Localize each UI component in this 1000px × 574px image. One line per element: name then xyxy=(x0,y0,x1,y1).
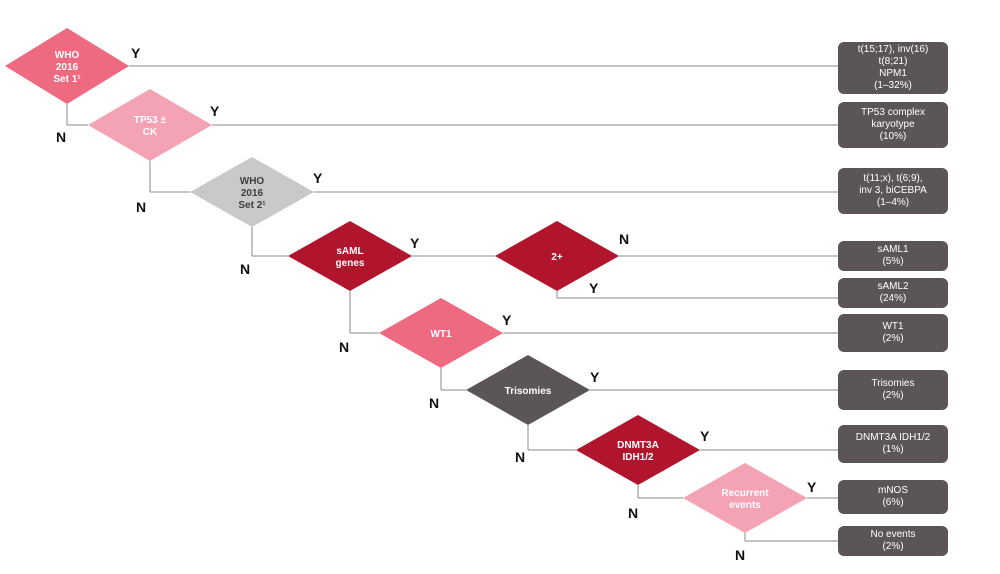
decision-diamond xyxy=(5,28,129,104)
decision-diamond xyxy=(495,221,619,291)
outcome-tp53: TP53 complex karyotype (10%) xyxy=(838,102,948,148)
outcome-line: t(15;17), inv(16) xyxy=(857,44,929,55)
decision-label: IDH1/2 xyxy=(622,452,654,463)
decision-label: Recurrent xyxy=(721,488,769,499)
decision-label: genes xyxy=(336,258,365,269)
decision-wt1: WT1 xyxy=(379,298,503,368)
decision-label: 2016 xyxy=(56,62,79,73)
decision-label: Set 2¹ xyxy=(238,200,266,211)
yes-label: Y xyxy=(590,369,600,385)
yes-label: Y xyxy=(700,428,710,444)
decision-label: WHO xyxy=(55,50,80,61)
decision-label: Set 1¹ xyxy=(53,74,81,85)
branch-labels: Y N Y N Y N Y N Y N Y N Y N Y N Y N xyxy=(56,45,817,563)
outcome-favorable: t(15;17), inv(16) t(8;21) NPM1 (1–32%) xyxy=(838,42,948,94)
outcome-line: (5%) xyxy=(882,256,904,267)
outcome-line: TP53 complex xyxy=(861,107,925,118)
outcome-line: (1–4%) xyxy=(876,197,910,208)
yes-label: Y xyxy=(502,312,512,328)
decision-label: 2+ xyxy=(551,252,563,263)
decision-label: 2016 xyxy=(241,188,264,199)
yes-label: Y xyxy=(210,103,220,119)
decision-label: WHO xyxy=(240,176,265,187)
yes-label: Y xyxy=(131,45,141,61)
outcome-dnmt3a: DNMT3A IDH1/2 (1%) xyxy=(838,425,948,463)
no-label: N xyxy=(136,199,146,215)
outcome-saml2: sAML2 (24%) xyxy=(838,278,948,308)
no-label: N xyxy=(339,339,349,355)
yes-label: Y xyxy=(807,479,817,495)
outcome-line: mNOS xyxy=(878,485,908,496)
no-label: N xyxy=(515,449,525,465)
outcome-line: No events xyxy=(870,529,916,540)
yes-label: Y xyxy=(313,170,323,186)
outcome-line: NPM1 xyxy=(879,68,907,79)
decision-label: events xyxy=(729,500,761,511)
outcome-line: sAML2 xyxy=(877,281,909,292)
decision-tp53-ck: TP53 ±CK xyxy=(88,89,212,161)
outcome-line: sAML1 xyxy=(877,244,909,255)
decision-label: TP53 ± xyxy=(134,115,167,126)
no-label: N xyxy=(240,261,250,277)
no-label: N xyxy=(56,129,66,145)
decision-label: DNMT3A xyxy=(617,440,659,451)
outcome-who-set2: t(11;x), t(6;9), inv 3, biCEBPA (1–4%) xyxy=(838,168,948,214)
outcome-line: WT1 xyxy=(882,321,904,332)
outcome-line: (24%) xyxy=(879,293,907,304)
decision-label: CK xyxy=(143,127,158,138)
outcome-line: Trisomies xyxy=(871,378,915,389)
outcome-mnos: mNOS (6%) xyxy=(838,480,948,514)
outcome-line: (1–32%) xyxy=(874,80,912,91)
outcome-wt1: WT1 (2%) xyxy=(838,314,948,352)
outcome-line: t(11;x), t(6;9), xyxy=(863,173,923,184)
decision-diamond xyxy=(576,415,700,485)
outcome-no-events: No events (2%) xyxy=(838,526,948,556)
outcome-saml1: sAML1 (5%) xyxy=(838,241,948,271)
outcome-line: t(8;21) xyxy=(878,56,908,67)
outcome-line: (10%) xyxy=(879,131,907,142)
no-label: N xyxy=(619,231,629,247)
outcome-line: karyotype xyxy=(871,119,915,130)
no-label: N xyxy=(628,505,638,521)
outcome-line: (2%) xyxy=(882,541,904,552)
outcome-trisomies: Trisomies (2%) xyxy=(838,370,948,410)
outcome-line: (2%) xyxy=(882,390,904,401)
decision-label: WT1 xyxy=(430,329,452,340)
outcome-line: (2%) xyxy=(882,333,904,344)
decision-diamond xyxy=(379,298,503,368)
outcome-line: inv 3, biCEBPA xyxy=(859,185,927,196)
decision-label: sAML xyxy=(336,246,363,257)
decision-diamond xyxy=(288,221,412,291)
decision-two-plus: 2+ xyxy=(495,221,619,291)
decision-trisomies: Trisomies xyxy=(466,355,590,425)
yes-label: Y xyxy=(589,280,599,296)
decision-diamond xyxy=(190,157,314,227)
connector-lines xyxy=(66,65,838,542)
outcome-line: (6%) xyxy=(882,497,904,508)
decision-diamond xyxy=(683,463,807,533)
outcome-line: DNMT3A IDH1/2 xyxy=(855,432,931,443)
decision-label: Trisomies xyxy=(505,386,552,397)
outcome-line: (1%) xyxy=(882,444,904,455)
decision-diamond xyxy=(466,355,590,425)
yes-label: Y xyxy=(410,235,420,251)
decision-diamond xyxy=(88,89,212,161)
no-label: N xyxy=(735,547,745,563)
no-label: N xyxy=(429,395,439,411)
